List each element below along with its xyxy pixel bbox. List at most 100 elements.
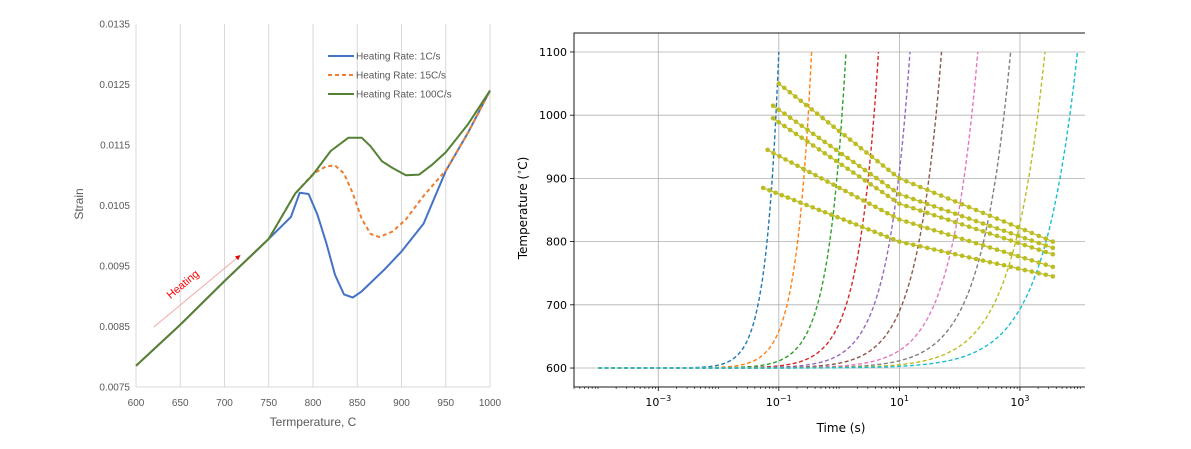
plot2-dotted-curve-point	[868, 182, 873, 187]
plot2-dotted-curve-point	[994, 261, 1000, 267]
plot2-dotted-curve-point	[816, 207, 822, 213]
plot2-dotted-curve-point	[885, 210, 890, 216]
plot2-dotted-curve-point	[856, 163, 862, 169]
plot2-dotted-curve-point	[822, 139, 827, 145]
plot2-dotted-curve-point	[897, 201, 902, 206]
plot2-dotted-curve-point	[825, 179, 830, 184]
plot2-dotted-curve-point	[868, 171, 873, 177]
plot2-dotted-curve-point	[875, 158, 880, 164]
plot2-dotted-curve-point	[885, 193, 891, 199]
plot2-dotted-curve-point	[911, 221, 916, 227]
plot2-dotted-curve-point	[793, 131, 799, 137]
plot2-dotted-curve-point	[911, 196, 916, 202]
plot2-dotted-curve-point	[819, 176, 824, 181]
plot2-dotted-curve-point	[1022, 242, 1028, 248]
plot2-dotted-curve-point	[925, 245, 930, 251]
plot2-dotted-curve-point	[835, 214, 840, 220]
plot2-dotted-curve-point	[904, 240, 909, 246]
plot1-y-tick-label: 0.0095	[99, 262, 130, 273]
plot2-dotted-curve-point	[911, 181, 916, 187]
plot2-dotted-curve-point	[1022, 267, 1028, 273]
plot2-dotted-curve-point	[959, 253, 965, 259]
plot2-dotted-curve-point	[814, 111, 820, 116]
plot2-dotted-curve-point	[994, 233, 1000, 239]
plot1-axes: 600 650 700 750 800 850 900 950 1000 0.0075 0.0085…	[99, 20, 501, 410]
plot2-dotted-curve-point	[980, 229, 986, 234]
plot2-dotted-curve-point	[825, 120, 831, 125]
plot2-dotted-curve-point	[1036, 270, 1042, 276]
plot2-frame	[573, 32, 1085, 388]
plot2-dotted-curve-point	[952, 211, 958, 216]
plot2-dotted-curve-point	[904, 194, 909, 199]
plot2-x-tick-label: 103	[1010, 394, 1029, 409]
plot2-dotted-curve-point	[1008, 238, 1014, 243]
plot2-dotted-curve-point	[1036, 247, 1042, 252]
plot2-dotted-curve-point	[897, 176, 902, 181]
plot2-dotted-curve-point	[804, 202, 809, 208]
plot2-dotted-curve-point	[973, 256, 979, 262]
plot2-dotted-curve-point	[822, 210, 828, 215]
plot2-dotted-curve-point	[799, 135, 804, 140]
plot2-dotted-curve-point	[1043, 262, 1049, 268]
plot2-dotted-curve-point	[862, 167, 868, 173]
plot2-dotted-curve-point	[853, 141, 858, 147]
plot2-dotted-curve-point	[810, 143, 816, 148]
plot2-dotted-curve-point	[767, 188, 772, 193]
plot1-x-tick-label: 900	[393, 398, 410, 409]
plot2-dotted-curve-point	[809, 107, 814, 112]
plot2-dotted-curve-point	[1008, 222, 1014, 227]
plot2-dotted-curve-point	[793, 119, 799, 125]
plot2-dotted-curve-point	[861, 198, 866, 203]
plot1-series	[135, 90, 491, 367]
plot2-dotted-curve-point	[1008, 264, 1014, 270]
plot2-dotted-curve-point	[945, 209, 951, 214]
plot2-grid	[574, 33, 1085, 387]
plot2-y-tick-label: 600	[546, 362, 567, 375]
plot2-dotted-curve-point	[1001, 219, 1007, 224]
plot2-dotted-curve-point	[918, 208, 923, 213]
plot2-dotted-curve-point	[859, 224, 865, 230]
plot1-legend: Heating Rate: 1C/s Heating Rate: 15C/s Hea…	[328, 52, 452, 101]
plot2-dotted-curve-point	[925, 187, 930, 193]
plot2-dotted-curve-point	[795, 163, 800, 169]
plot1-heating-arrowhead	[234, 255, 241, 261]
plot2-dotted-curve-point	[837, 185, 842, 191]
plot2-dotted-curve-point	[773, 190, 778, 196]
plot1-x-tick-label: 650	[172, 398, 189, 409]
plot2-dotted-curve-point	[785, 195, 791, 200]
plot2-dotted-curve-point	[1029, 245, 1035, 250]
plot2-dotted-curve-point	[1001, 228, 1007, 234]
plot2-dotted-curve-point	[891, 197, 896, 203]
plot2-dotted-curve-point	[918, 244, 923, 249]
plot2-dotted-curve-point	[1043, 249, 1049, 255]
plot2-dotted-curve-point	[843, 188, 848, 194]
plot2-dotted-curve-point	[911, 242, 916, 248]
plot2-dotted-curve-point	[952, 252, 958, 257]
plot2-dotted-curve-point	[1015, 233, 1021, 238]
plot2-dotted-curve-point	[973, 240, 979, 246]
plot2-dotted-curve-point	[793, 94, 798, 99]
plot2-x-tick-label: 101	[890, 394, 909, 409]
plot2-dotted-curve-point	[980, 221, 986, 226]
plot2-y-tick-label: 900	[546, 172, 567, 185]
plot2-dotted-curve-point	[864, 150, 869, 155]
plot2-dotted-curve-point	[879, 189, 885, 195]
plot2-dotted-curve-point	[1043, 236, 1049, 241]
plot2-dotted-curve-point	[1050, 274, 1056, 279]
plot2-dotted-curve-point	[845, 166, 850, 172]
plot2-dotted-curve-point	[994, 216, 1000, 221]
plot2-dotted-curve-point	[828, 154, 833, 160]
plot2-dotted-curve-point	[770, 103, 776, 108]
plot2-dotted-curve-point	[1015, 266, 1021, 271]
plot2-dotted-curve-point	[874, 185, 879, 191]
plot2-dotted-curve-point	[1043, 243, 1049, 248]
plot2-dotted-curve-point	[1029, 269, 1035, 274]
plot2-dotted-curve-point	[980, 243, 986, 248]
plot2-dotted-curve-point	[845, 155, 850, 161]
plot2-dotted-curve-point	[872, 229, 877, 235]
plot1-x-tick-label: 600	[128, 398, 145, 409]
plot2-dotted-curve-point	[911, 206, 916, 211]
plot2-dotted-curve-point	[879, 207, 884, 213]
plot2-dotted-curve-point	[765, 147, 770, 153]
plot2-dotted-curve-point	[822, 151, 827, 156]
